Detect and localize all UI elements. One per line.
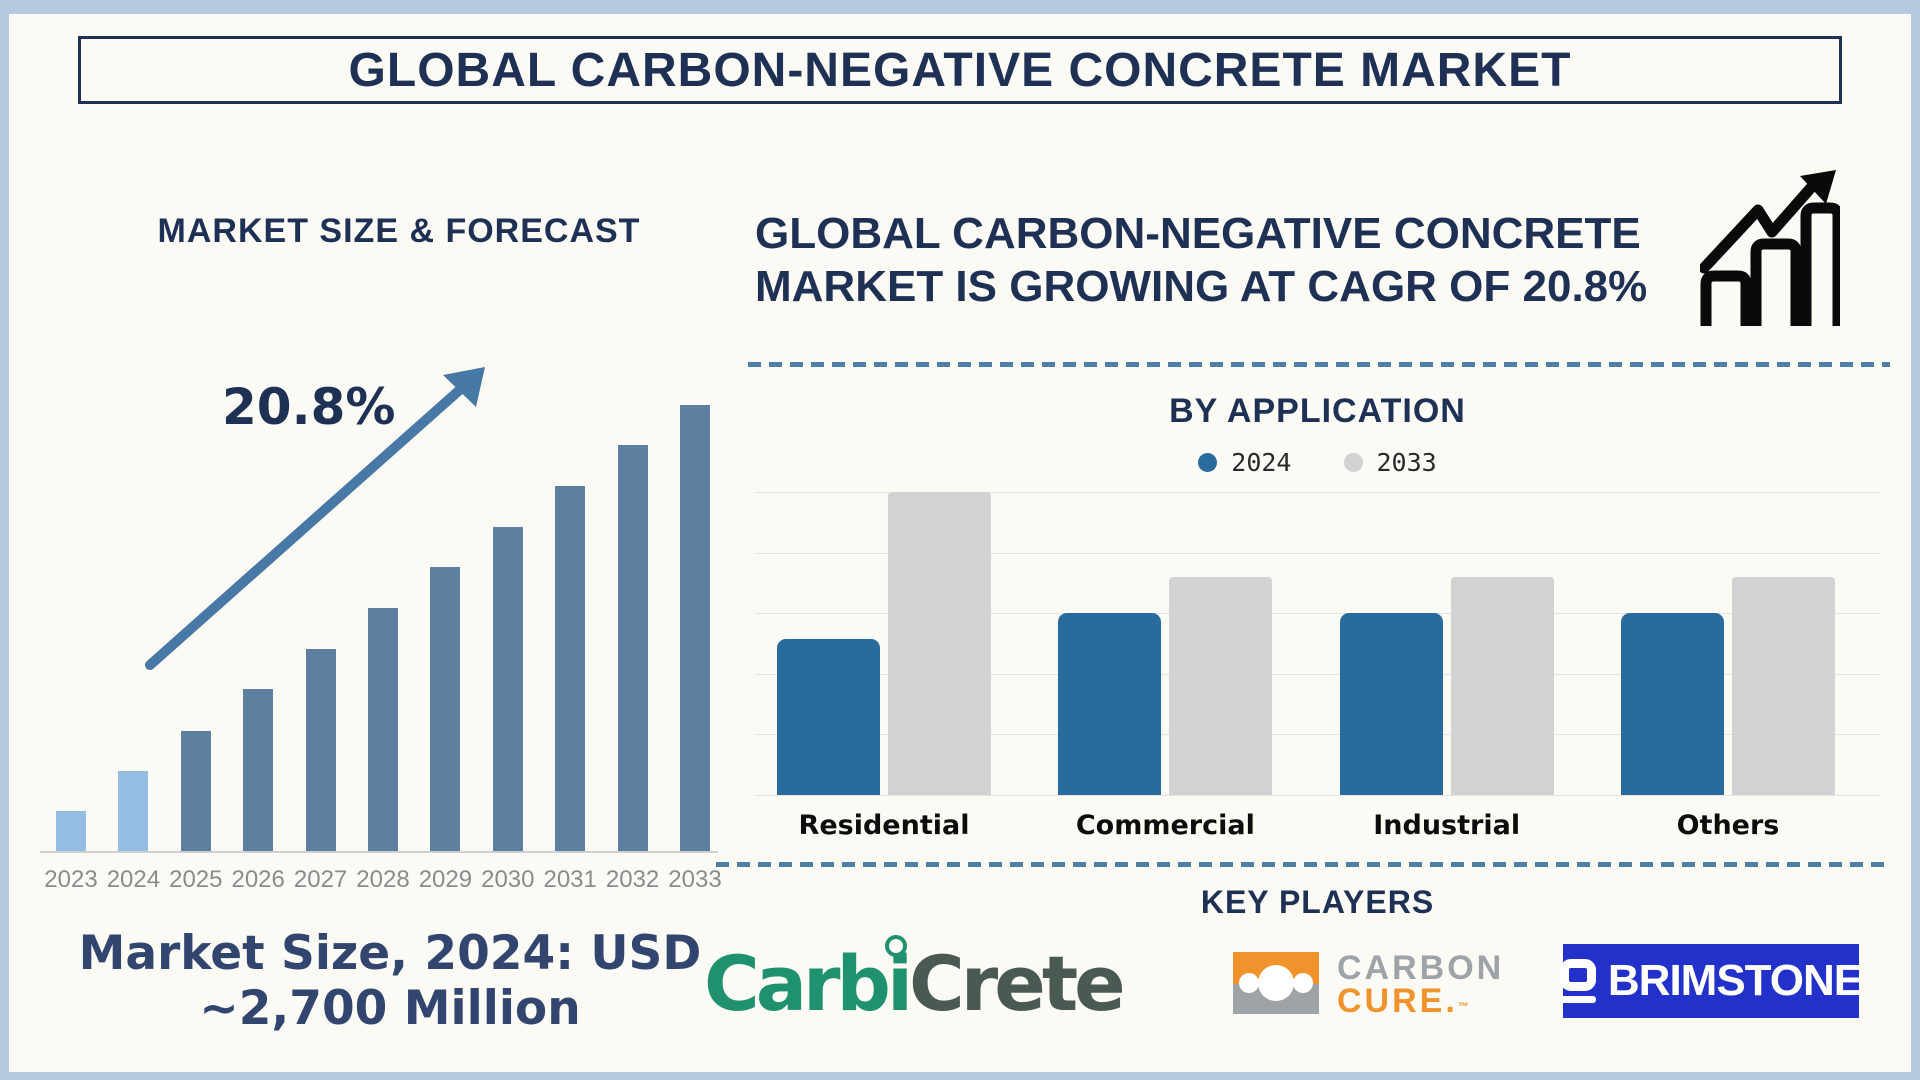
cagr-headline-line1: GLOBAL CARBON-NEGATIVE CONCRETE xyxy=(755,209,1641,258)
forecast-bar-2028 xyxy=(368,608,398,851)
forecast-bar-2032 xyxy=(617,445,648,851)
forecast-year-label-2033: 2033 xyxy=(668,866,722,893)
forecast-bar-2027 xyxy=(305,649,336,851)
app-chart-gridline xyxy=(755,613,1880,614)
app-bar-residential-2033 xyxy=(888,492,991,795)
forecast-bar-2026 xyxy=(243,689,274,851)
carboncure-bubbles-icon xyxy=(1233,952,1319,1014)
app-bar-commercial-2024 xyxy=(1058,613,1162,795)
forecast-year-label-2030: 2030 xyxy=(481,866,535,893)
forecast-chart xyxy=(40,372,730,853)
title-box: GLOBAL CARBON-NEGATIVE CONCRETE MARKET xyxy=(78,36,1842,104)
legend-label-2033: 2033 xyxy=(1376,448,1437,477)
app-category-label-residential: Residential xyxy=(798,810,970,841)
content-canvas: GLOBAL CARBON-NEGATIVE CONCRETE MARKET M… xyxy=(9,14,1911,1072)
carboncure-logo: CARBON CURE.™ xyxy=(1233,949,1505,1021)
forecast-year-labels: 2023 2024 2025 2026 2027 2028 2029 2030 2031 2032… xyxy=(40,866,740,896)
forecast-year-label-2028: 2028 xyxy=(356,866,410,893)
cagr-annotation: 20.8% xyxy=(222,378,396,436)
app-chart-gridline xyxy=(755,734,1880,735)
brimstone-logo: BRIMSTONE xyxy=(1559,944,1863,1018)
market-size-line2: ~2,700 Million xyxy=(199,981,581,1037)
forecast-year-label-2024: 2024 xyxy=(106,866,161,893)
app-chart-gridline xyxy=(755,553,1880,554)
carbicrete-leaf-ring-icon xyxy=(884,935,907,957)
app-chart-gridline xyxy=(755,492,1880,493)
app-category-label-industrial: Industrial xyxy=(1373,810,1521,841)
forecast-year-label-2025: 2025 xyxy=(169,866,223,893)
app-chart-gridline xyxy=(755,674,1880,675)
forecast-bar-2029 xyxy=(430,567,461,851)
legend-label-2024: 2024 xyxy=(1231,448,1292,477)
forecast-bar-2030 xyxy=(492,527,523,851)
brimstone-ring-icon xyxy=(1559,959,1596,1003)
market-size-line1: Market Size, 2024: USD xyxy=(78,926,702,981)
carbicrete-logo: Carbi Crete xyxy=(704,935,1126,1028)
dashed-divider-top xyxy=(748,362,1890,367)
app-chart-gridline xyxy=(755,795,1880,796)
forecast-year-label-2023: 2023 xyxy=(44,866,98,893)
forecast-section-title: MARKET SIZE & FORECAST xyxy=(157,212,641,250)
carboncure-logo-line2: CURE.™ xyxy=(1337,982,1469,1021)
carbicrete-logo-text-green: Carb xyxy=(704,939,891,1028)
legend-item-2033: 2033 xyxy=(1343,448,1437,477)
forecast-bar-2024 xyxy=(118,771,149,851)
app-bar-industrial-2024 xyxy=(1339,613,1443,795)
forecast-bar-2023 xyxy=(56,811,86,851)
carboncure-logo-text: CARBON CURE.™ xyxy=(1337,949,1505,1021)
page-title: GLOBAL CARBON-NEGATIVE CONCRETE MARKET xyxy=(348,43,1572,97)
carbicrete-logo-i: i xyxy=(884,935,913,1028)
dashed-divider-bottom xyxy=(716,862,1890,867)
app-bar-others-2033 xyxy=(1731,577,1835,795)
cagr-headline-line2: MARKET IS GROWING AT CAGR OF 20.8% xyxy=(755,261,1648,311)
carboncure-trademark: ™ xyxy=(1457,1001,1469,1014)
by-application-category-labels: Residential Commercial Industrial Others xyxy=(755,810,1880,850)
cagr-headline: GLOBAL CARBON-NEGATIVE CONCRETE MARKET I… xyxy=(755,208,1685,314)
forecast-bar-2031 xyxy=(555,486,586,851)
bar-chart-growth-icon xyxy=(1700,170,1840,326)
app-category-label-others: Others xyxy=(1676,810,1780,841)
app-category-label-commercial: Commercial xyxy=(1075,810,1255,841)
app-bar-industrial-2033 xyxy=(1450,577,1554,795)
legend-dot-2024 xyxy=(1198,453,1218,472)
brimstone-logo-text: BRIMSTONE xyxy=(1607,956,1863,1005)
legend-item-2024: 2024 xyxy=(1198,448,1292,477)
by-application-title: BY APPLICATION xyxy=(1169,392,1466,430)
market-size-callout: Market Size, 2024: USD ~2,700 Million xyxy=(40,926,740,1037)
forecast-year-label-2026: 2026 xyxy=(231,866,285,893)
legend-dot-2033 xyxy=(1343,453,1363,472)
by-application-chart xyxy=(755,492,1880,796)
app-bar-residential-2024 xyxy=(777,639,880,795)
carbicrete-logo-text-dark: Crete xyxy=(909,939,1126,1028)
forecast-year-label-2029: 2029 xyxy=(418,866,473,893)
app-bar-others-2024 xyxy=(1620,613,1724,795)
forecast-x-axis-line xyxy=(40,851,718,853)
forecast-year-label-2031: 2031 xyxy=(543,866,597,893)
app-bar-commercial-2033 xyxy=(1169,577,1273,795)
growth-trend-arrow xyxy=(145,367,485,670)
key-players-title: KEY PLAYERS xyxy=(1200,884,1435,920)
by-application-legend: 2024 2033 xyxy=(755,448,1880,477)
forecast-bar-2033 xyxy=(680,405,710,851)
forecast-year-label-2027: 2027 xyxy=(293,866,348,893)
carboncure-logo-line1: CARBON xyxy=(1337,949,1505,987)
forecast-year-label-2032: 2032 xyxy=(605,866,660,893)
forecast-bar-2025 xyxy=(180,731,211,851)
